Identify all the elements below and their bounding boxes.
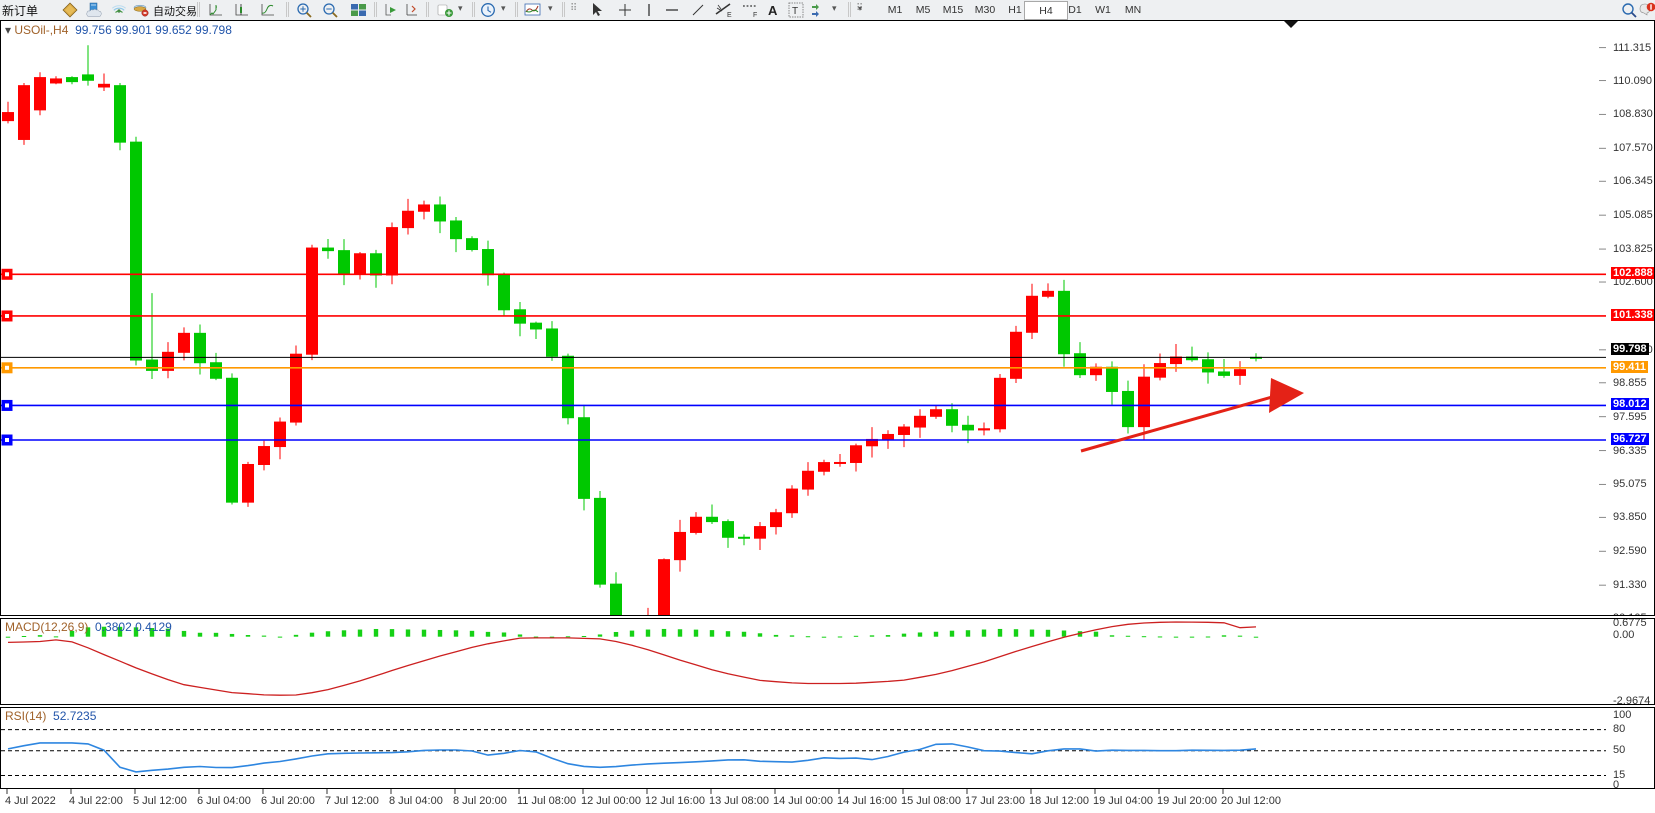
svg-text:E: E	[727, 12, 732, 18]
svg-text:T: T	[792, 6, 798, 17]
svg-text:F: F	[753, 12, 757, 18]
